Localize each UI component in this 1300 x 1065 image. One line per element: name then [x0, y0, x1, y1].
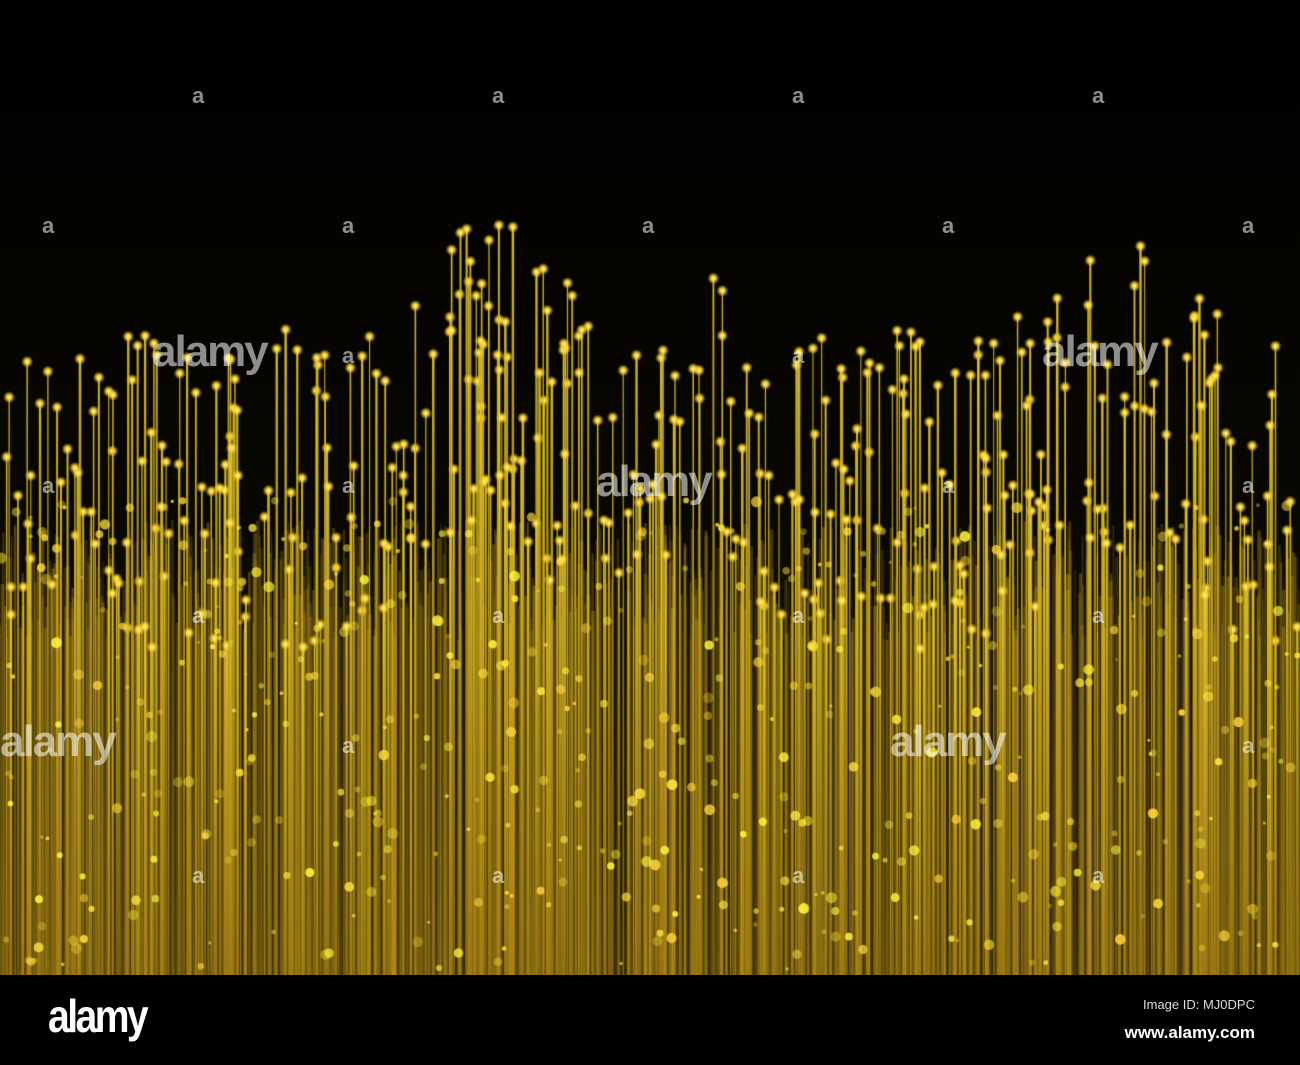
alamy-watermark-mark: a — [192, 603, 204, 628]
alamy-watermark-mark: a — [942, 473, 954, 498]
alamy-watermark-mark: a — [192, 863, 204, 888]
image-id-label: Image ID: MJ0DPC — [1143, 997, 1255, 1012]
alamy-watermark-mark: a — [192, 83, 204, 108]
alamy-watermark-mark: a — [1242, 213, 1254, 238]
golden-fiber-optic-strands — [0, 0, 1300, 975]
alamy-watermark: alamy — [1042, 327, 1159, 376]
alamy-watermark-mark: a — [342, 343, 354, 368]
alamy-watermark-mark: a — [1092, 83, 1104, 108]
alamy-watermark-mark: a — [942, 213, 954, 238]
fiber-optic-image: alamy alamy alamy alamy alamy a a a a a a a a a a a a a a a… — [0, 0, 1300, 975]
alamy-watermark: alamy — [0, 717, 117, 766]
alamy-watermark-mark: a — [492, 83, 504, 108]
alamy-watermark-mark: a — [1242, 473, 1254, 498]
alamy-watermark-mark: a — [792, 343, 804, 368]
alamy-watermark-mark: a — [1092, 863, 1104, 888]
alamy-watermark-mark: a — [642, 213, 654, 238]
alamy-watermark-mark: a — [42, 213, 54, 238]
website-link[interactable]: www.alamy.com — [1124, 1023, 1255, 1042]
alamy-watermark-mark: a — [792, 863, 804, 888]
alamy-watermark: alamy — [596, 457, 713, 506]
alamy-watermark: alamy — [890, 717, 1007, 766]
alamy-watermark-mark: a — [1242, 733, 1254, 758]
alamy-watermark-mark: a — [792, 603, 804, 628]
alamy-watermark-mark: a — [1092, 603, 1104, 628]
alamy-watermark-mark: a — [492, 863, 504, 888]
footer-bar: alamy Image ID: MJ0DPC www.alamy.com — [0, 975, 1300, 1065]
alamy-watermark-mark: a — [342, 473, 354, 498]
alamy-watermark: alamy — [152, 327, 269, 376]
alamy-watermark-mark: a — [342, 733, 354, 758]
alamy-watermark-mark: a — [42, 473, 54, 498]
alamy-watermark-mark: a — [342, 213, 354, 238]
alamy-logo: alamy — [48, 990, 149, 1042]
alamy-watermark-mark: a — [492, 603, 504, 628]
alamy-watermark-mark: a — [792, 83, 804, 108]
